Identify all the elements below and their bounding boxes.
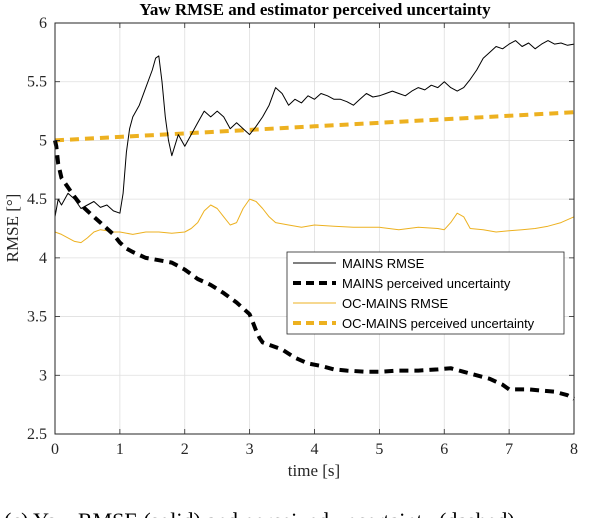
axis-ticks bbox=[54, 22, 575, 435]
x-tick-label: 1 bbox=[116, 441, 124, 458]
series-line-mains-perceived-uncertainty bbox=[53, 139, 575, 401]
y-tick-label: 5 bbox=[39, 132, 47, 149]
series-lines bbox=[53, 40, 575, 401]
series-line-mains-rmse bbox=[54, 40, 575, 217]
legend-box bbox=[286, 251, 565, 335]
y-tick-label: 3 bbox=[39, 367, 47, 384]
x-tick-label: 7 bbox=[505, 441, 513, 458]
x-axis-label: time [s] bbox=[288, 461, 340, 480]
y-tick-label: 6 bbox=[39, 15, 47, 32]
x-tick-label: 8 bbox=[570, 441, 578, 458]
x-tick-label: 6 bbox=[440, 441, 448, 458]
x-tick-label: 2 bbox=[181, 441, 189, 458]
y-tick-label: 4.5 bbox=[27, 191, 47, 208]
x-tick-labels: 0 1 2 3 4 5 6 7 8 bbox=[51, 441, 578, 458]
y-tick-label: 4 bbox=[39, 250, 47, 267]
legend-label: OC-MAINS RMSE bbox=[342, 296, 449, 311]
series-line-oc-mains-perceived-uncertainty bbox=[54, 110, 575, 143]
y-axis-label: RMSE [°] bbox=[3, 194, 22, 263]
y-tick-label: 5.5 bbox=[27, 74, 47, 91]
x-tick-label: 3 bbox=[246, 441, 254, 458]
plot-area bbox=[53, 22, 575, 435]
y-tick-label: 3.5 bbox=[27, 309, 47, 326]
x-tick-label: 0 bbox=[51, 441, 59, 458]
figure-caption: (c) Yaw RMSE (solid) and perceived uncer… bbox=[4, 508, 515, 518]
legend-label: MAINS perceived uncertainty bbox=[342, 276, 511, 291]
legend-label: OC-MAINS perceived uncertainty bbox=[342, 316, 535, 331]
chart-title: Yaw RMSE and estimator perceived uncerta… bbox=[139, 0, 491, 19]
chart-legend: MAINS RMSE MAINS perceived uncertainty OC-… bbox=[286, 251, 565, 335]
x-tick-label: 4 bbox=[311, 441, 319, 458]
legend-label: MAINS RMSE bbox=[342, 256, 425, 271]
y-tick-label: 2.5 bbox=[27, 426, 47, 443]
y-tick-labels: 2.5 3 3.5 4 4.5 5 5.5 6 bbox=[27, 15, 47, 443]
x-tick-label: 5 bbox=[375, 441, 383, 458]
